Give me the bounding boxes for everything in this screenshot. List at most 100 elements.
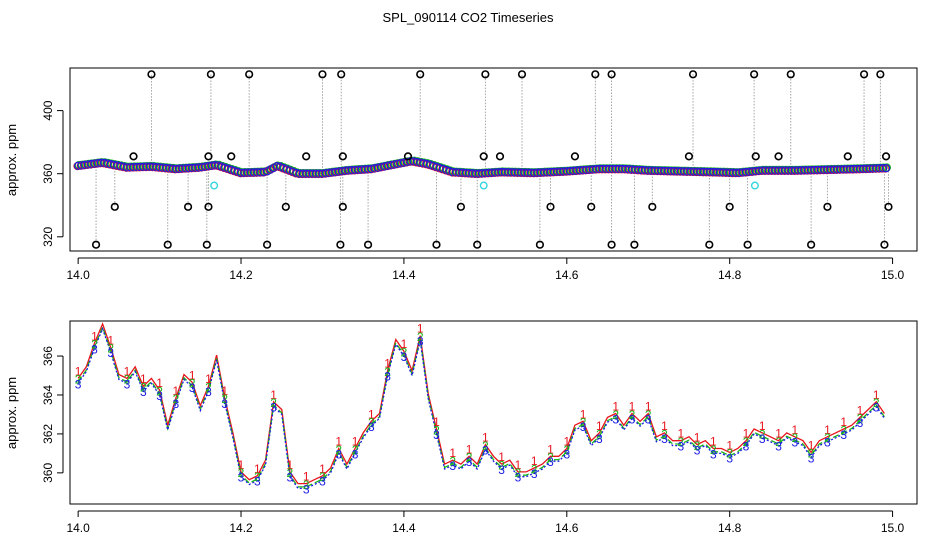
series-2-marker: 2 bbox=[238, 466, 245, 480]
y-tick-label: 360 bbox=[41, 163, 55, 183]
chart-title: SPL_090114 CO2 Timeseries bbox=[382, 10, 554, 25]
series-2-marker: 2 bbox=[417, 330, 424, 344]
top-plot-frame bbox=[69, 67, 918, 252]
series-1-marker: 1 bbox=[661, 419, 668, 433]
mid-high-outlier-point bbox=[774, 152, 783, 161]
series-3-marker: 3 bbox=[743, 440, 750, 454]
series-2-marker: 2 bbox=[824, 431, 831, 445]
series-2-marker: 2 bbox=[661, 427, 668, 441]
high-outlier-point bbox=[517, 70, 527, 79]
series-2-marker: 2 bbox=[857, 412, 864, 426]
series-3-marker: 3 bbox=[173, 397, 180, 411]
series-3-marker: 3 bbox=[498, 463, 505, 477]
series-2-marker: 2 bbox=[124, 373, 131, 387]
series-2-marker: 2 bbox=[319, 470, 326, 484]
x-tick-label: 14.4 bbox=[392, 268, 416, 282]
series-3-marker: 3 bbox=[401, 350, 408, 364]
series-1-marker: 1 bbox=[140, 372, 147, 386]
series-1-marker: 1 bbox=[873, 388, 880, 402]
series-1-marker: 1 bbox=[857, 403, 864, 417]
high-outlier-point bbox=[688, 70, 698, 79]
x-tick-label: 14.8 bbox=[718, 268, 742, 282]
series-1-marker: 1 bbox=[726, 438, 733, 452]
series-2-marker: 2 bbox=[91, 338, 98, 352]
series-1-marker: 1 bbox=[694, 431, 701, 445]
series-2-marker: 2 bbox=[791, 431, 798, 445]
series-1-marker: 1 bbox=[319, 462, 326, 476]
top-x-axis: 14.0 14.2 14.4 14.6 14.8 15.0 bbox=[66, 257, 905, 282]
series-3-marker: 3 bbox=[547, 455, 554, 469]
series-3-marker: 3 bbox=[140, 385, 147, 399]
series-3-marker: 3 bbox=[661, 432, 668, 446]
series-2-marker: 2 bbox=[401, 345, 408, 359]
series-3-marker: 3 bbox=[612, 412, 619, 426]
mid-high-outlier-point bbox=[403, 152, 413, 161]
series-3-marker: 3 bbox=[189, 381, 196, 395]
series-1-marker: 1 bbox=[580, 407, 587, 421]
mid-high-outlier-point bbox=[338, 152, 347, 161]
series-2-marker: 2 bbox=[270, 396, 277, 410]
series-3-marker: 3 bbox=[808, 451, 815, 465]
series-3-marker: 3 bbox=[368, 420, 375, 434]
series-1-marker: 1 bbox=[107, 333, 114, 347]
series-2-line bbox=[77, 325, 885, 488]
x-tick-label: 14.6 bbox=[555, 268, 579, 282]
y-tick-label: 400 bbox=[41, 100, 55, 120]
series-3-marker: 3 bbox=[449, 459, 456, 473]
series-2-marker: 2 bbox=[515, 466, 522, 480]
series-1-marker: 1 bbox=[287, 458, 294, 472]
top-y-axis: 320 360 400 bbox=[41, 100, 64, 247]
series-3-marker: 3 bbox=[75, 377, 82, 391]
mid-high-outlier-point bbox=[479, 152, 488, 161]
series-2-marker: 2 bbox=[189, 377, 196, 391]
series-1-marker: 1 bbox=[531, 454, 538, 468]
series-1-marker: 1 bbox=[433, 415, 440, 429]
series-3-marker: 3 bbox=[629, 412, 636, 426]
series-2-marker: 2 bbox=[612, 408, 619, 422]
series-1-marker: 1 bbox=[596, 419, 603, 433]
series-3-marker: 3 bbox=[645, 412, 652, 426]
series-2-marker: 2 bbox=[531, 462, 538, 476]
series-1-marker: 1 bbox=[482, 431, 489, 445]
series-3-marker: 3 bbox=[384, 370, 391, 384]
top-panel: 14.0 14.2 14.4 14.6 14.8 15.0 320 360 400 appro… bbox=[4, 67, 918, 282]
mid-high-outlier-point bbox=[495, 152, 505, 161]
low-outlier-point bbox=[535, 240, 545, 249]
series-3-marker: 3 bbox=[775, 440, 782, 454]
top-y-axis-label: approx. ppm bbox=[4, 124, 19, 196]
series-1-marker: 1 bbox=[254, 462, 261, 476]
series-3-marker: 3 bbox=[677, 440, 684, 454]
high-outlier-point bbox=[416, 70, 425, 79]
low-outlier-point bbox=[880, 240, 889, 249]
mid-high-outlier-point bbox=[843, 152, 852, 161]
series-1-marker: 1 bbox=[417, 322, 424, 336]
series-2-marker: 2 bbox=[563, 443, 570, 457]
series-2-marker: 2 bbox=[743, 435, 750, 449]
mid-high-outlier-point bbox=[204, 152, 213, 161]
series-1-marker: 1 bbox=[449, 446, 456, 460]
series-3-marker: 3 bbox=[531, 467, 538, 481]
series-2-marker: 2 bbox=[368, 416, 375, 430]
low-outlier-point bbox=[163, 240, 172, 249]
series-1-marker: 1 bbox=[808, 438, 815, 452]
series-3-marker: 3 bbox=[857, 416, 864, 430]
series-1-marker: 1 bbox=[547, 442, 554, 456]
series-1-marker: 1 bbox=[368, 407, 375, 421]
series-2-marker: 2 bbox=[75, 373, 82, 387]
series-3-marker: 3 bbox=[287, 471, 294, 485]
top-marks bbox=[73, 70, 893, 249]
series-3-marker: 3 bbox=[759, 432, 766, 446]
series-1-marker: 1 bbox=[124, 364, 131, 378]
mid-high-outlier-point bbox=[881, 152, 891, 161]
high-outlier-point bbox=[206, 70, 215, 79]
high-outlier-point bbox=[147, 70, 156, 79]
x-tick-label: 14.0 bbox=[66, 268, 90, 282]
series-3-marker: 3 bbox=[319, 475, 326, 489]
low-outlier-point bbox=[705, 240, 714, 249]
x-tick-label: 14.2 bbox=[229, 521, 253, 535]
series-2-marker: 2 bbox=[173, 392, 180, 406]
y-tick-label: 360 bbox=[41, 463, 55, 483]
y-tick-label: 366 bbox=[41, 346, 55, 366]
mid-low-outlier-point bbox=[884, 202, 893, 211]
